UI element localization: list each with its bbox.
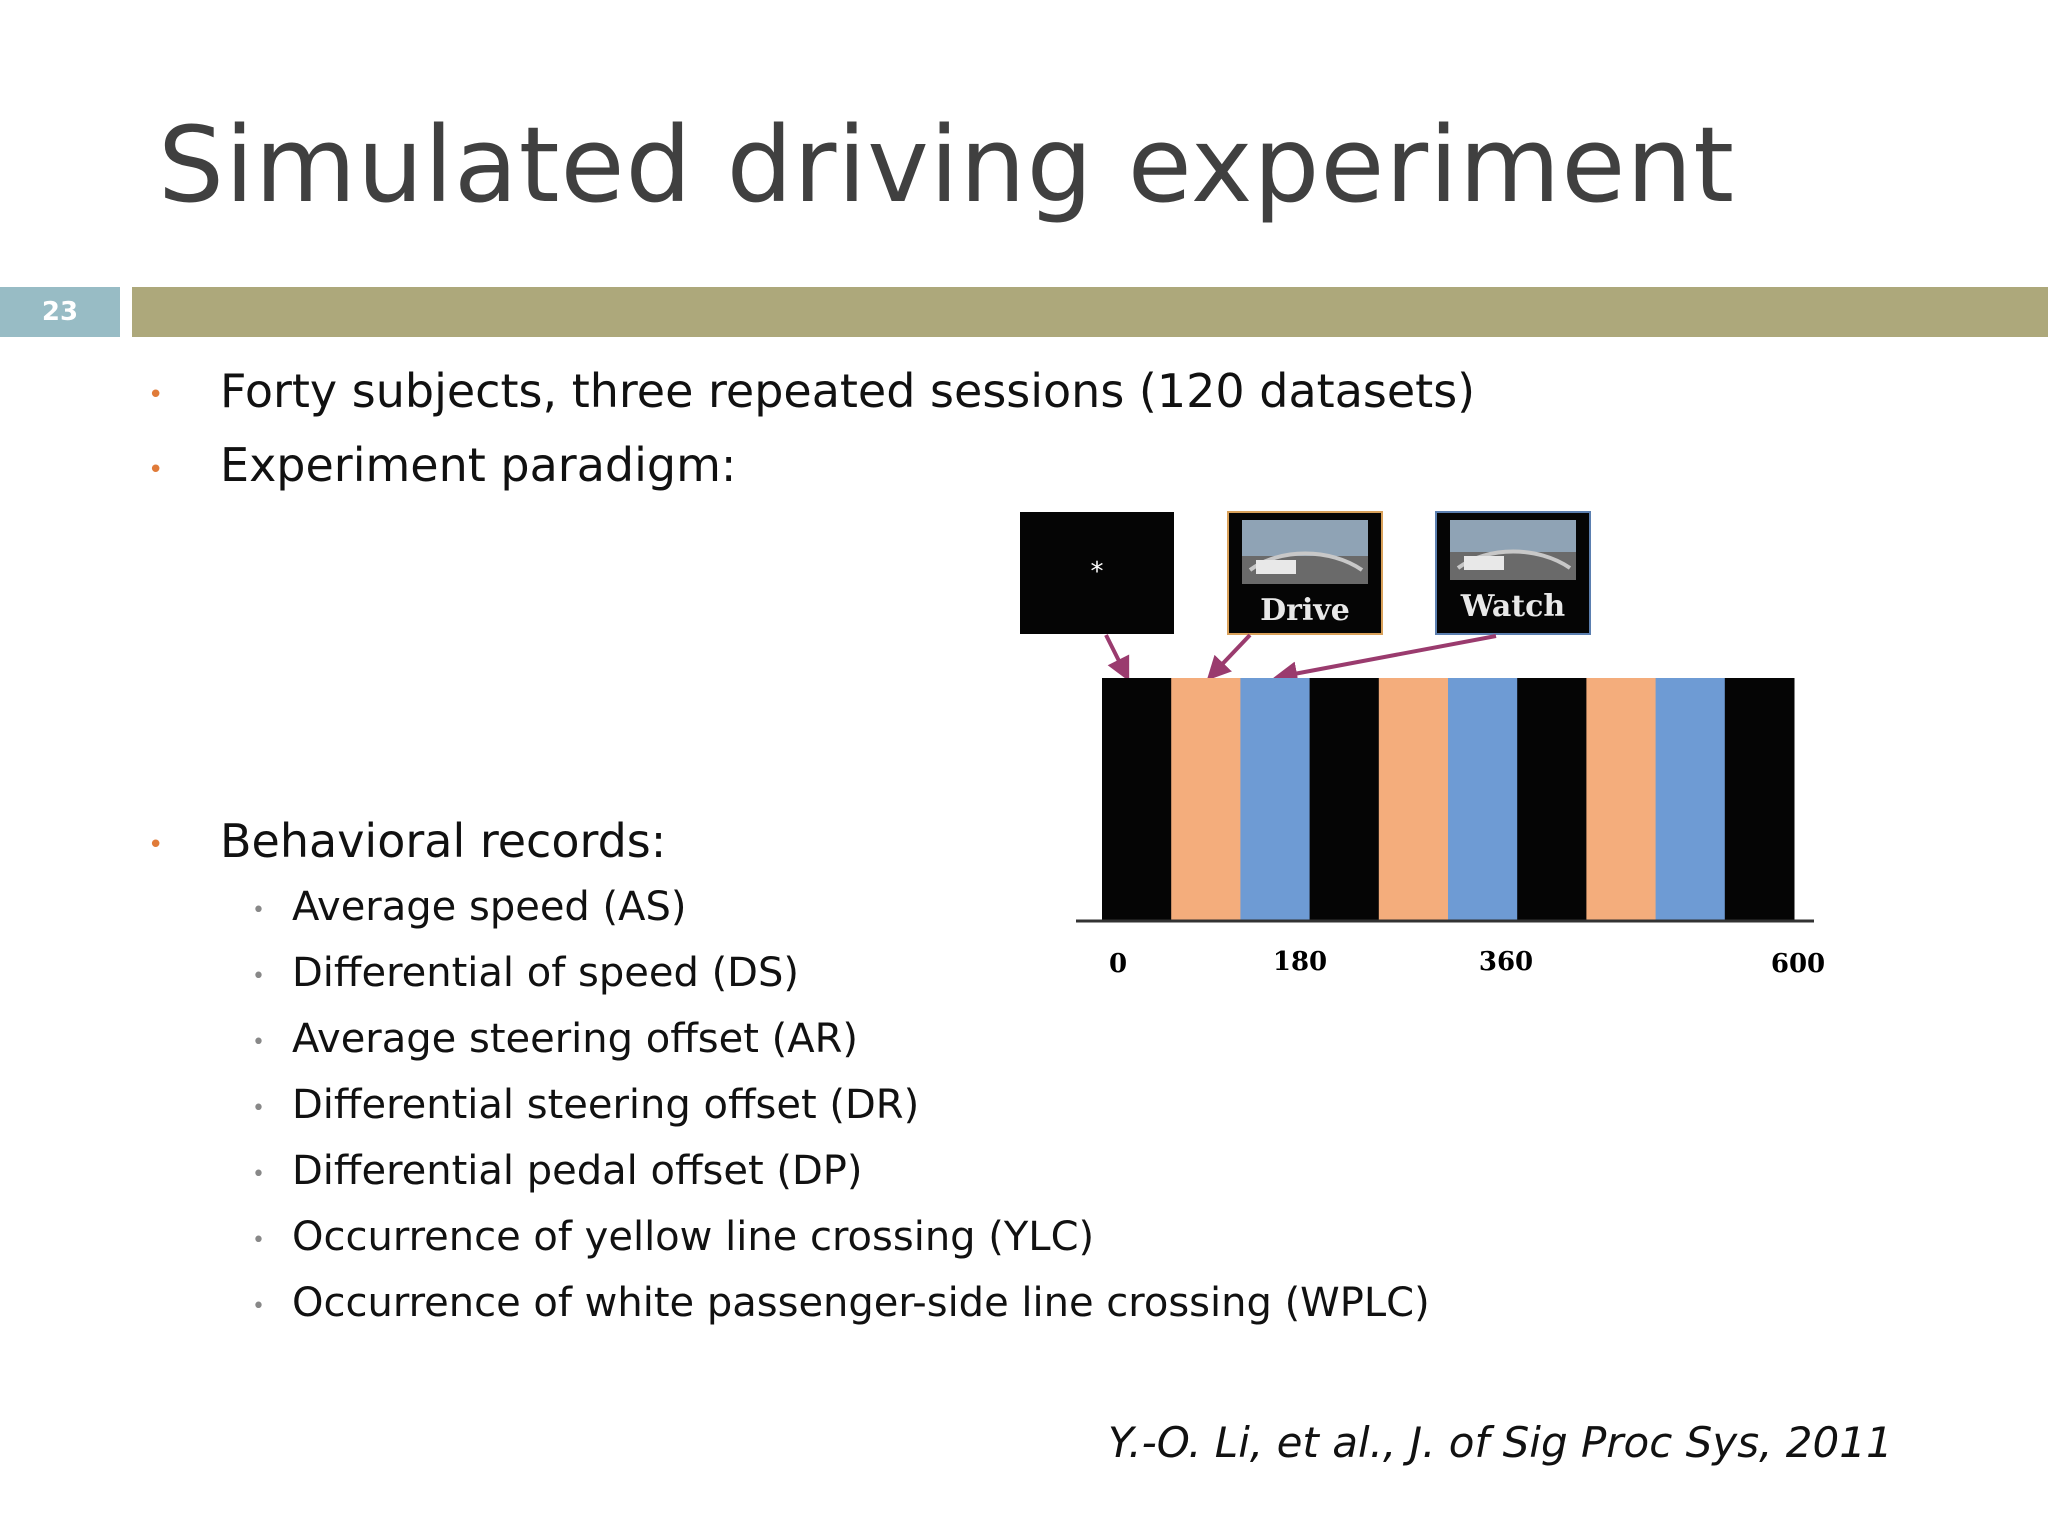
record-item: Occurrence of yellow line crossing (YLC): [292, 1214, 1095, 1260]
block-fixation: [1102, 678, 1172, 920]
header-accent-bar: [132, 287, 2048, 337]
sub-bullet-marker: •: [252, 964, 265, 989]
citation: Y.-O. Li, et al., J. of Sig Proc Sys, 20…: [1108, 1418, 1893, 1467]
drive-screen: Drive: [1227, 511, 1383, 635]
block-watch: [1448, 678, 1518, 920]
sub-bullet-marker: •: [252, 1162, 265, 1187]
bullet-paradigm: Experiment paradigm:: [220, 438, 737, 492]
bullet-marker: •: [148, 830, 164, 860]
slide-number: 23: [0, 287, 120, 337]
block-drive: [1171, 678, 1241, 920]
watch-screen: Watch: [1435, 511, 1591, 635]
record-item: Differential steering offset (DR): [292, 1082, 920, 1128]
fixation-symbol: *: [1091, 557, 1104, 587]
sub-bullet-marker: •: [252, 898, 265, 923]
bullet-behavioral: Behavioral records:: [220, 814, 667, 868]
sub-bullet-marker: •: [252, 1030, 265, 1055]
slide-title: Simulated driving experiment: [158, 104, 1736, 226]
record-item: Differential pedal offset (DP): [292, 1148, 863, 1194]
block-fixation: [1309, 678, 1380, 920]
sub-bullet-marker: •: [252, 1096, 265, 1121]
paradigm-figure: * Drive Watch 0 180 360 600: [1020, 511, 1825, 979]
record-item: Average steering offset (AR): [292, 1016, 858, 1062]
arrow-watch: [1273, 634, 1497, 686]
block-watch: [1655, 678, 1726, 920]
block-drive: [1586, 678, 1657, 920]
tick-label: 600: [1771, 949, 1825, 979]
record-item: Occurrence of white passenger-side line …: [292, 1280, 1430, 1326]
sub-bullet-marker: •: [252, 1228, 265, 1253]
arrow-fixation: [1104, 634, 1130, 682]
arrow-drive: [1206, 633, 1252, 681]
bullet-subjects: Forty subjects, three repeated sessions …: [220, 364, 1476, 418]
block-sequence: [1102, 678, 1795, 920]
record-item: Differential of speed (DS): [292, 950, 799, 996]
block-watch: [1240, 678, 1311, 920]
bullet-marker: •: [148, 380, 164, 410]
watch-label: Watch: [1460, 589, 1566, 624]
tick-label: 0: [1109, 949, 1127, 979]
tick-label: 360: [1479, 947, 1533, 977]
drive-label: Drive: [1260, 593, 1350, 628]
sub-bullet-marker: •: [252, 1294, 265, 1319]
block-drive: [1378, 678, 1449, 920]
tick-label: 180: [1273, 947, 1327, 977]
record-item: Average speed (AS): [292, 884, 687, 930]
block-fixation: [1724, 678, 1795, 920]
block-fixation: [1517, 678, 1587, 920]
bullet-marker: •: [148, 455, 164, 485]
fixation-screen: *: [1020, 512, 1174, 634]
